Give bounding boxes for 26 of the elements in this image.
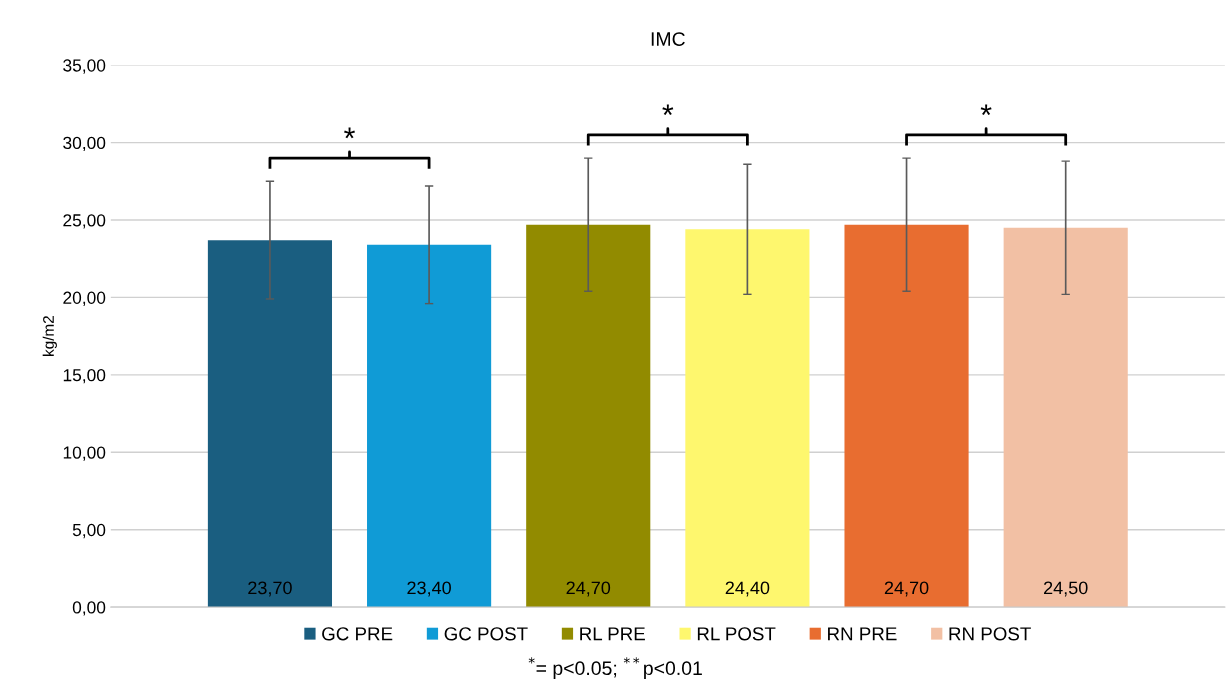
y-tick-label: 0,00: [72, 601, 106, 616]
legend-label: RL POST: [697, 627, 776, 641]
y-tick-label: 5,00: [72, 523, 106, 539]
y-tick-label: 10,00: [63, 446, 106, 461]
annotation: *: [662, 104, 674, 116]
y-tick-label: 20,00: [63, 291, 106, 306]
legend-label: RN POST: [949, 627, 1031, 641]
y-tick-label: 15,00: [63, 369, 106, 384]
data-label: 23,70: [248, 581, 292, 597]
y-tick-label: 35,00: [63, 59, 106, 74]
text: $^{*}$= p<0.05; $^{**}$p<0.01: [528, 657, 702, 679]
legend-label: RL PRE: [580, 627, 645, 641]
legend-label: GC PRE: [322, 627, 393, 641]
data-label: 24,70: [566, 581, 611, 597]
annotation: *: [980, 104, 992, 116]
data-label: 24,70: [884, 581, 929, 597]
legend-label: RN PRE: [828, 627, 897, 641]
legend-label: GC POST: [444, 627, 528, 641]
y-tick-label: 25,00: [63, 214, 106, 229]
data-label: 24,40: [725, 581, 770, 597]
chart-title: IMC: [651, 32, 685, 46]
y-tick-label: 30,00: [63, 136, 106, 152]
annotation: *: [344, 127, 355, 139]
data-label: 24,50: [1044, 581, 1088, 597]
data-label: 23,40: [407, 581, 451, 597]
y-axis-title: kg/m2: [42, 316, 57, 356]
